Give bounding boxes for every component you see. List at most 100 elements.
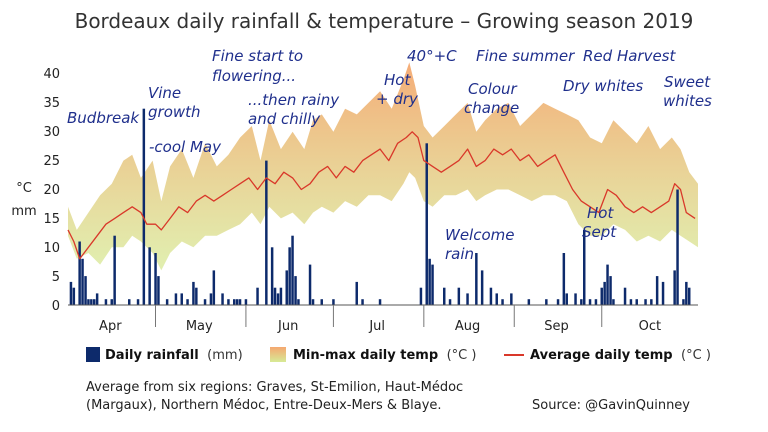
rainfall-bar bbox=[288, 247, 291, 306]
annotation-hot-2: + dry bbox=[376, 90, 419, 108]
rainfall-bar bbox=[227, 299, 230, 305]
rainfall-bar bbox=[655, 276, 659, 305]
rainfall-bar bbox=[650, 299, 653, 305]
rainfall-bar bbox=[501, 299, 504, 305]
rainfall-bar bbox=[673, 270, 676, 305]
rainfall-bars bbox=[69, 108, 691, 306]
rainfall-bar bbox=[142, 108, 146, 305]
rainfall-bar bbox=[428, 258, 431, 305]
month-label: Jul bbox=[368, 319, 385, 334]
rainfall-bar bbox=[685, 281, 688, 305]
rainfall-bar bbox=[527, 299, 531, 305]
rainfall-bar bbox=[565, 293, 568, 305]
rainfall-bar bbox=[556, 299, 560, 305]
rainfall-bar bbox=[545, 299, 548, 305]
rainfall-bar bbox=[93, 299, 96, 305]
annotation-fine-summer: Fine summer bbox=[476, 47, 575, 65]
rainfall-bar bbox=[270, 247, 274, 306]
rainfall-bar bbox=[562, 253, 566, 305]
y-tick: 5 bbox=[52, 270, 60, 285]
rainfall-bar bbox=[90, 299, 93, 305]
y-unit-celsius: °C bbox=[16, 181, 32, 196]
y-tick: 0 bbox=[52, 299, 60, 314]
y-tick: 35 bbox=[43, 96, 60, 111]
rainfall-bar bbox=[285, 270, 288, 305]
rainfall-bar bbox=[448, 299, 452, 305]
month-label: Aug bbox=[455, 319, 480, 334]
rainfall-bar bbox=[256, 287, 259, 305]
rainfall-bar bbox=[480, 270, 484, 305]
rainfall-bar bbox=[104, 299, 108, 305]
rainfall-bar bbox=[84, 276, 87, 305]
month-label: Sep bbox=[544, 319, 569, 334]
annotation-vine-1: Vine bbox=[148, 84, 181, 102]
rainfall-bar bbox=[443, 287, 446, 305]
rainfall-bar bbox=[136, 299, 140, 305]
rainfall-bar bbox=[157, 276, 160, 305]
rainfall-bar bbox=[623, 287, 627, 305]
rainfall-bar bbox=[425, 143, 428, 305]
rainfall-bar bbox=[221, 293, 224, 305]
temp-band-area bbox=[68, 62, 698, 271]
rainfall-bar bbox=[291, 235, 294, 305]
rainfall-bar bbox=[311, 299, 315, 305]
rainfall-bar bbox=[475, 253, 478, 305]
rainfall-bar bbox=[244, 299, 248, 305]
rainfall-bar bbox=[113, 235, 116, 305]
annotation-red-harvest: Red Harvest bbox=[583, 47, 676, 65]
annotation-sweet-1: Sweet bbox=[664, 73, 711, 91]
annotation-hot-1: Hot bbox=[384, 71, 411, 89]
legend-rain-swatch bbox=[86, 347, 100, 362]
rainfall-bar bbox=[644, 299, 647, 305]
annotation-hot-sept-1: Hot bbox=[587, 204, 614, 222]
rainfall-bar bbox=[419, 287, 423, 305]
annotation-vine-2: growth bbox=[148, 103, 201, 121]
legend-band-swatch bbox=[270, 347, 286, 362]
month-label: May bbox=[186, 319, 213, 334]
rainfall-bar bbox=[110, 299, 113, 305]
legend-avg-text: Average daily temp (°C ) bbox=[530, 346, 711, 363]
rainfall-bar bbox=[583, 229, 586, 305]
annotation-sweet-2: whites bbox=[663, 92, 712, 110]
rainfall-bar bbox=[180, 293, 183, 305]
annotation-colour-1: Colour bbox=[468, 80, 518, 98]
rainfall-bar bbox=[279, 287, 283, 305]
rainfall-bar bbox=[148, 247, 151, 306]
rainfall-bar bbox=[378, 299, 382, 305]
y-unit-mm: mm bbox=[11, 204, 36, 219]
rainfall-bar bbox=[612, 299, 615, 305]
rainfall-bar bbox=[276, 293, 280, 305]
y-tick: 10 bbox=[43, 241, 60, 256]
rainfall-bar bbox=[510, 293, 513, 305]
rainfall-bar bbox=[265, 160, 268, 305]
legend-band-text: Min-max daily temp (°C ) bbox=[293, 346, 476, 363]
chart-title: Bordeaux daily rainfall & temperature – … bbox=[75, 9, 694, 33]
annotation-welcome-1: Welcome bbox=[445, 226, 515, 244]
annotation-rainy-2: and chilly bbox=[248, 110, 321, 128]
annotation-rainy-1: ...then rainy bbox=[248, 91, 340, 109]
rainfall-bar bbox=[588, 299, 592, 305]
rainfall-bar bbox=[457, 287, 461, 305]
rainfall-bar bbox=[273, 287, 277, 305]
annotation-hot-sept-2: Sept bbox=[582, 223, 617, 241]
rainfall-bar bbox=[165, 299, 169, 305]
month-axis: Apr May Jun Jul Aug Sep Oct bbox=[99, 305, 661, 334]
annotation-forty: 40°+C bbox=[407, 47, 457, 65]
rainfall-bar bbox=[355, 281, 358, 305]
rainfall-bar bbox=[688, 287, 691, 305]
y-tick: 30 bbox=[43, 125, 60, 140]
rainfall-bar bbox=[233, 299, 236, 305]
month-label: Oct bbox=[639, 319, 661, 334]
footer-note-line-1: Average from six regions: Graves, St-Emi… bbox=[86, 380, 463, 395]
rainfall-bar bbox=[81, 258, 84, 305]
rainfall-bar bbox=[186, 299, 189, 305]
rainfall-bar bbox=[192, 281, 195, 305]
month-label: Apr bbox=[99, 319, 122, 334]
rainfall-bar bbox=[195, 287, 198, 305]
annotation-dry-whites: Dry whites bbox=[563, 77, 643, 95]
rainfall-bar bbox=[297, 299, 300, 305]
footer-note-line-2: (Margaux), Northern Médoc, Entre-Deux-Me… bbox=[86, 398, 442, 413]
rainfall-bar bbox=[78, 241, 81, 305]
y-tick: 15 bbox=[43, 212, 60, 227]
